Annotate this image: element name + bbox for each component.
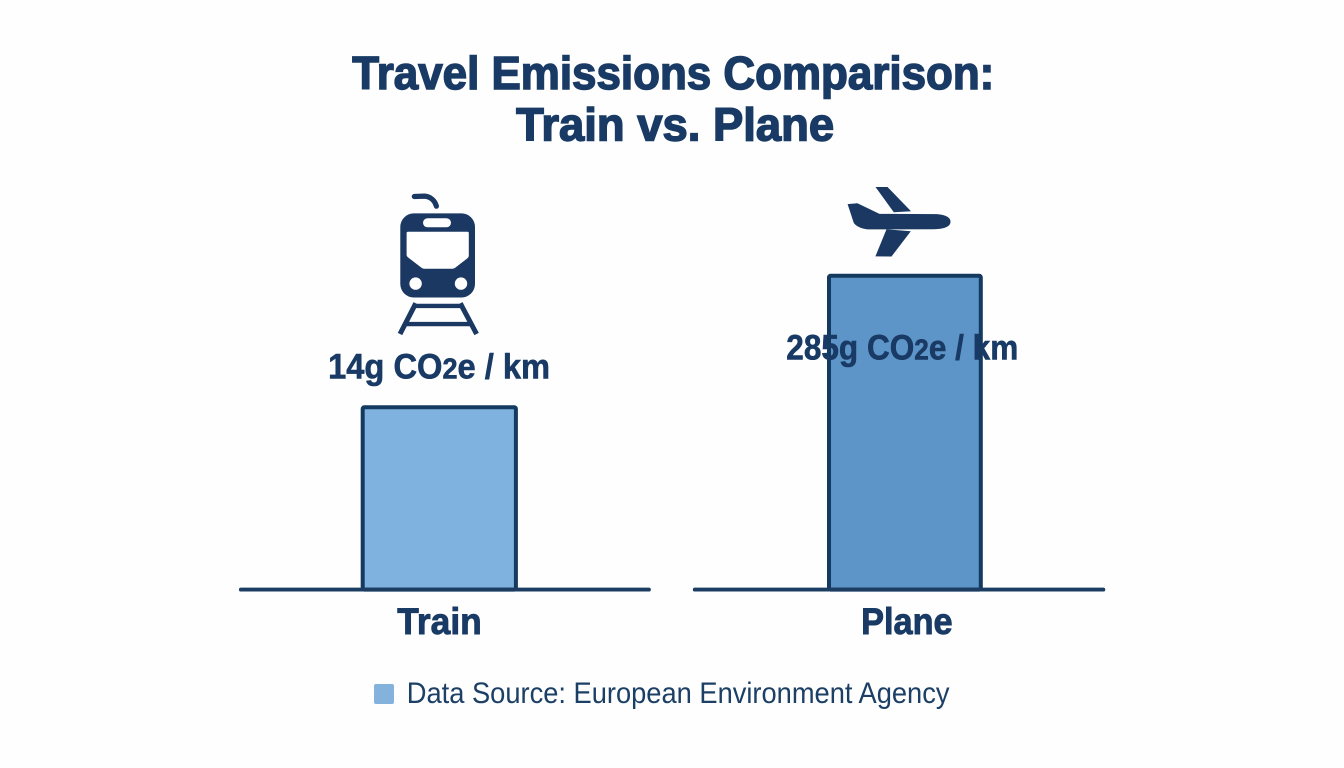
svg-text:Train vs. Plane: Train vs. Plane	[516, 98, 834, 150]
svg-text:Data Source: European Environm: Data Source: European Environment Agency	[407, 677, 950, 710]
svg-text:285g CO2e / km: 285g CO2e / km	[786, 328, 1018, 367]
svg-text:14g CO2e / km: 14g CO2e / km	[328, 347, 550, 386]
svg-text:Plane: Plane	[861, 600, 953, 642]
svg-text:Train: Train	[397, 600, 482, 642]
svg-text:Travel Emissions Comparison:: Travel Emissions Comparison:	[352, 47, 994, 99]
